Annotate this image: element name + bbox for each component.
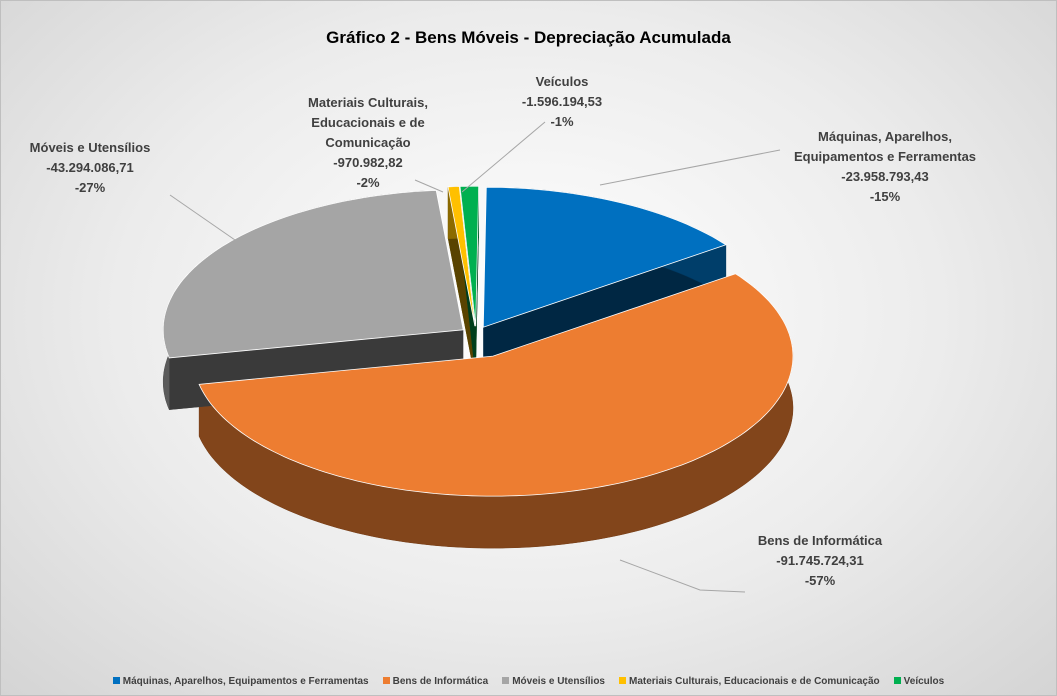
data-label: Móveis e Utensílios -43.294.086,71 -27% — [10, 138, 170, 198]
label-name: Materiais Culturais, Educacionais e de C… — [308, 95, 428, 150]
label-percent: -15% — [869, 189, 901, 204]
leader-line — [461, 121, 546, 193]
label-percent: -1% — [550, 114, 574, 129]
leader-lines — [169, 121, 781, 593]
leader-line — [619, 559, 746, 593]
slice — [162, 189, 464, 359]
leader-line — [169, 194, 236, 241]
slice — [198, 273, 794, 497]
label-value: -1.596.194,53 — [521, 94, 603, 109]
data-label: Bens de Informática -91.745.724,31 -57% — [715, 531, 925, 591]
label-name: Móveis e Utensílios — [29, 140, 151, 155]
legend-label: Materiais Culturais, Educacionais e de C… — [629, 676, 880, 687]
slice — [447, 185, 476, 327]
label-value: -91.745.724,31 — [776, 553, 864, 568]
label-name: Máquinas, Aparelhos, Equipamentos e Ferr… — [793, 129, 977, 164]
label-value: -23.958.793,43 — [841, 169, 929, 184]
legend-swatch — [382, 677, 390, 684]
leader-line — [599, 149, 781, 186]
legend-label: Veículos — [903, 676, 945, 687]
legend-item: Materiais Culturais, Educacionais e de C… — [619, 676, 880, 687]
legend-item: Bens de Informática — [382, 676, 489, 687]
label-name: Bens de Informática — [757, 533, 883, 548]
data-label: Máquinas, Aparelhos, Equipamentos e Ferr… — [775, 127, 995, 207]
legend-label: Máquinas, Aparelhos, Equipamentos e Ferr… — [122, 676, 369, 687]
legend: Máquinas, Aparelhos, Equipamentos e Ferr… — [0, 676, 1057, 687]
legend-item: Máquinas, Aparelhos, Equipamentos e Ferr… — [112, 676, 369, 687]
slice — [482, 186, 727, 328]
label-percent: -2% — [356, 175, 380, 190]
legend-item: Móveis e Utensílios — [502, 676, 605, 687]
chart-title: Gráfico 2 - Bens Móveis - Depreciação Ac… — [326, 28, 731, 47]
legend-label: Bens de Informática — [392, 676, 489, 687]
legend-swatch — [112, 677, 120, 684]
legend-swatch — [502, 677, 510, 684]
data-label: Materiais Culturais, Educacionais e de C… — [285, 93, 451, 193]
slice-tops — [162, 185, 794, 497]
label-name: Veículos — [535, 74, 589, 89]
legend-item: Veículos — [893, 676, 945, 687]
legend-swatch — [619, 677, 626, 684]
label-value: -43.294.086,71 — [46, 160, 134, 175]
label-value: -970.982,82 — [333, 155, 403, 170]
legend-swatch — [893, 677, 901, 684]
label-percent: -57% — [804, 573, 836, 588]
label-percent: -27% — [74, 180, 106, 195]
legend-label: Móveis e Utensílios — [512, 676, 605, 687]
leader-line — [414, 179, 444, 193]
data-label: Veículos -1.596.194,53 -1% — [492, 72, 632, 132]
